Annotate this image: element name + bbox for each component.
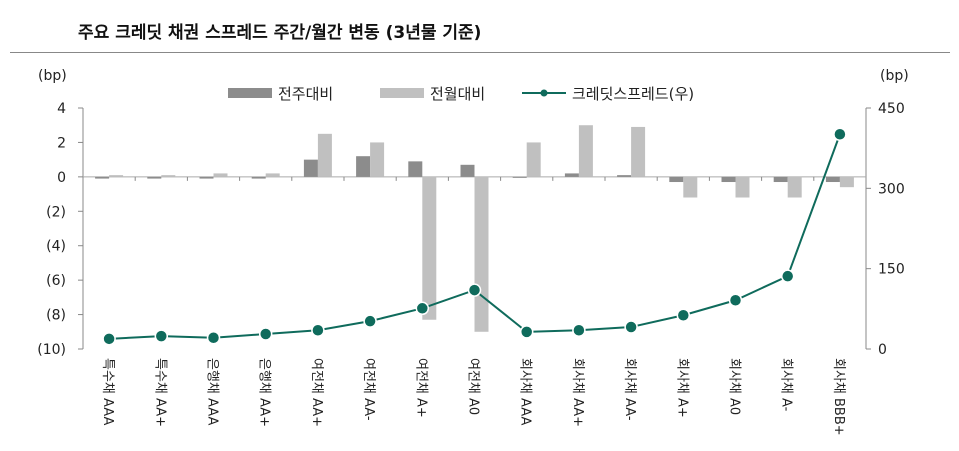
category-label: 특수채 AAA: [100, 358, 115, 426]
category-label: 회사채 AAA: [518, 358, 533, 426]
left-tick-label: 4: [57, 101, 66, 117]
category-label: 은행채 AAA: [205, 358, 221, 426]
left-tick-label: (10): [37, 342, 66, 358]
spread-point: [311, 323, 325, 338]
right-axis-unit: (bp): [880, 68, 909, 84]
right-tick-label: 150: [878, 262, 905, 278]
spread-point: [519, 325, 534, 339]
legend-marker-spread: [540, 89, 548, 97]
category-label: 여전채 AA-: [361, 358, 376, 421]
bar-monthly: [474, 176, 489, 332]
spread-point: [102, 332, 116, 346]
legend-swatch-weekly: [228, 88, 272, 98]
bar-weekly: [303, 159, 318, 177]
bar-monthly: [213, 173, 228, 177]
bar-weekly: [356, 156, 371, 177]
left-tick-label: 2: [57, 135, 66, 151]
left-tick-label: (4): [46, 239, 66, 255]
bar-monthly: [161, 175, 176, 177]
chart-title: 주요 크레딧 채권 스프레드 주간/월간 변동 (3년물 기준): [78, 23, 482, 43]
bar-weekly: [721, 176, 736, 183]
category-label: 여전채 AA+: [309, 358, 324, 427]
bar-monthly: [370, 142, 385, 177]
spread-point: [676, 308, 691, 323]
category-label: 회사채 AA+: [570, 358, 585, 427]
category-label: 여전채 A0: [466, 358, 481, 415]
right-tick-label: 0: [878, 342, 887, 358]
left-axis-unit: (bp): [38, 68, 67, 84]
bar-monthly: [787, 176, 802, 198]
spread-point: [833, 127, 847, 141]
spread-point: [467, 283, 482, 297]
spread-point: [728, 293, 743, 308]
right-tick-label: 450: [878, 101, 905, 117]
bar-weekly: [669, 176, 684, 183]
bar-monthly: [109, 175, 124, 177]
category-label: 회사채 A0: [727, 358, 742, 415]
bar-monthly: [631, 126, 646, 177]
bar-weekly: [408, 161, 423, 177]
spread-point: [206, 331, 221, 345]
left-tick-label: (8): [46, 308, 66, 324]
legend-label-weekly: 전주대비: [278, 85, 333, 103]
bar-monthly: [839, 176, 854, 188]
category-label: 회사채 A-: [779, 358, 794, 412]
spread-point: [258, 327, 273, 341]
title-divider: [10, 52, 950, 53]
right-tick-label: 300: [878, 181, 905, 197]
bar-weekly: [147, 176, 162, 179]
bar-weekly: [564, 173, 579, 177]
bar-monthly: [265, 173, 280, 177]
bar-weekly: [512, 176, 527, 178]
bar-weekly: [825, 176, 840, 183]
legend-swatch-monthly: [380, 88, 424, 98]
spread-point: [780, 269, 795, 283]
left-tick-label: 0: [57, 170, 66, 186]
category-label: 여전채 A+: [413, 358, 428, 418]
spread-point: [624, 320, 638, 334]
category-label: 특수채 AA+: [152, 358, 167, 427]
category-label: 회사채 AA-: [622, 358, 637, 421]
spread-point: [415, 301, 430, 316]
bar-monthly: [422, 176, 437, 320]
bar-monthly: [735, 176, 750, 198]
spread-point: [572, 323, 586, 338]
legend-label-spread: 크레딧스프레드(우): [572, 85, 694, 103]
category-label: 회사채 BBB+: [831, 358, 846, 436]
bar-monthly: [683, 176, 698, 198]
bar-weekly: [773, 176, 788, 183]
spread-point: [363, 314, 377, 328]
left-tick-label: (6): [46, 273, 66, 289]
category-label: 회사채 A+: [674, 358, 689, 418]
bar-weekly: [617, 175, 632, 177]
bar-monthly: [526, 142, 541, 177]
legend-label-monthly: 전월대비: [430, 85, 485, 103]
bar-weekly: [460, 164, 475, 177]
bar-weekly: [95, 176, 110, 179]
bar-monthly: [317, 133, 332, 177]
bar-weekly: [251, 176, 266, 179]
left-tick-label: (2): [46, 204, 66, 220]
bar-monthly: [578, 125, 593, 177]
spread-point: [154, 329, 169, 343]
bar-weekly: [199, 176, 214, 179]
category-label: 은행채 AA+: [257, 358, 273, 427]
